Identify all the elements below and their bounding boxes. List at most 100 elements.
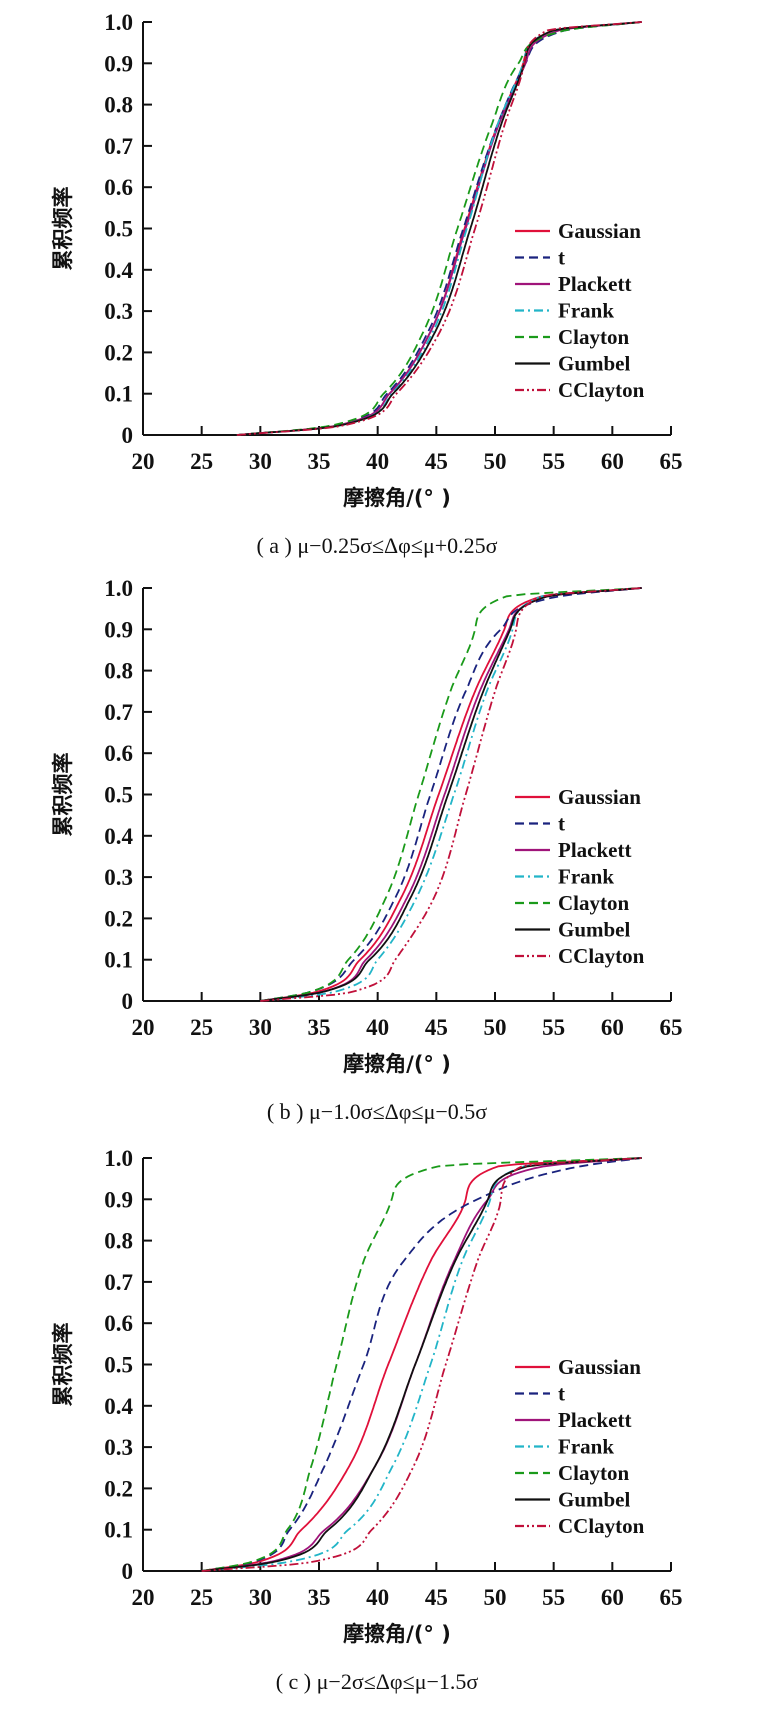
- y-tick-label: 0: [122, 423, 134, 448]
- series-line-frank: [201, 1157, 642, 1572]
- series-line-t: [260, 587, 642, 1002]
- y-tick-label: 0.8: [104, 93, 133, 118]
- chart-b-svg: 20 25 30 35 40 45 50 55 60 65 0 0.1 0.2 0.3 0.4 0.5 0.6 0…: [51, 576, 683, 1124]
- x-tick-label: 60: [601, 1585, 624, 1610]
- series-line-frank: [260, 587, 642, 1002]
- series-line-gumbel: [201, 1157, 642, 1572]
- x-tick-label: 45: [425, 1585, 448, 1610]
- x-tick-label: 40: [366, 1015, 389, 1040]
- chart-caption: ( b ) μ−1.0σ≤Δφ≤μ−0.5σ: [267, 1099, 487, 1124]
- x-tick-label: 60: [601, 449, 624, 474]
- chart-caption: ( a ) μ−0.25σ≤Δφ≤μ+0.25σ: [256, 533, 497, 558]
- y-tick-label: 0.5: [104, 1353, 133, 1378]
- y-tick-label: 1.0: [104, 10, 133, 35]
- legend-item-gumbel: Gumbel: [515, 352, 631, 376]
- y-tick-label: 0.2: [104, 340, 133, 365]
- y-tick-label: 1.0: [104, 576, 133, 601]
- x-tick-label: 55: [542, 1015, 565, 1040]
- y-axis-title: 累积频率: [51, 1323, 75, 1407]
- legend-item-frank: Frank: [515, 865, 614, 889]
- legend-item-clayton: Clayton: [515, 1461, 629, 1485]
- x-tick-label: 50: [484, 1585, 507, 1610]
- x-tick-label: 40: [366, 1585, 389, 1610]
- series-line-gumbel: [236, 21, 642, 436]
- series-line-gumbel: [260, 587, 642, 1002]
- legend-label: CClayton: [558, 944, 645, 968]
- y-tick-label: 1.0: [104, 1146, 133, 1171]
- legend-item-cclayton: CClayton: [515, 378, 645, 402]
- legend-label: CClayton: [558, 1514, 645, 1538]
- x-tick-label: 20: [132, 1585, 155, 1610]
- y-axis-title: 累积频率: [51, 753, 75, 837]
- series-line-cclayton: [201, 1157, 642, 1572]
- legend-label: Frank: [558, 299, 614, 323]
- series-line-cclayton: [260, 587, 642, 1002]
- y-tick-label: 0.7: [104, 1270, 133, 1295]
- x-tick-label: 40: [366, 449, 389, 474]
- legend-item-plackett: Plackett: [515, 272, 631, 296]
- legend-label: Gumbel: [558, 352, 631, 376]
- series-line-clayton: [260, 587, 642, 1002]
- chart-a-svg: 20 25 30 35 40 45 50 55 60 65 0 0.1 0.2 0.3 0.4 0.5 0.6 0…: [51, 10, 683, 558]
- y-tick-label: 0.3: [104, 299, 133, 324]
- x-tick-label: 65: [660, 449, 683, 474]
- x-tick-label: 25: [190, 1015, 213, 1040]
- chart-panel-b: 20 25 30 35 40 45 50 55 60 65 0 0.1 0.2 0.3 0.4 0.5 0.6 0…: [0, 566, 760, 1132]
- x-tick-label: 45: [425, 449, 448, 474]
- series-line-plackett: [260, 587, 642, 1002]
- y-tick-label: 0.4: [104, 824, 133, 849]
- y-tick-label: 0.5: [104, 217, 133, 242]
- series-line-t: [201, 1157, 642, 1572]
- x-axis-title: 摩擦角/(° ): [343, 486, 451, 510]
- chart-caption: ( c ) μ−2σ≤Δφ≤μ−1.5σ: [276, 1669, 479, 1694]
- legend-item-cclayton: CClayton: [515, 1514, 645, 1538]
- y-tick-label: 0: [122, 989, 134, 1014]
- legend-item-clayton: Clayton: [515, 325, 629, 349]
- legend-item-clayton: Clayton: [515, 891, 629, 915]
- series-line-cclayton: [236, 21, 642, 436]
- y-tick-label: 0.1: [104, 948, 133, 973]
- legend-item-gaussian: Gaussian: [515, 219, 641, 243]
- chart-c-svg: 20 25 30 35 40 45 50 55 60 65 0 0.1 0.2 0.3 0.4 0.5 0.6 0…: [51, 1146, 683, 1694]
- legend-label: Gumbel: [558, 1488, 631, 1512]
- y-tick-label: 0.6: [104, 1311, 133, 1336]
- x-tick-label: 35: [308, 1585, 331, 1610]
- x-tick-label: 50: [484, 449, 507, 474]
- y-tick-label: 0.3: [104, 865, 133, 890]
- legend-label: t: [558, 812, 565, 836]
- legend-label: Plackett: [558, 272, 631, 296]
- y-tick-label: 0.8: [104, 1229, 133, 1254]
- x-axis-title: 摩擦角/(° ): [343, 1622, 451, 1646]
- legend-item-gumbel: Gumbel: [515, 1488, 631, 1512]
- y-tick-label: 0.3: [104, 1435, 133, 1460]
- x-tick-label: 20: [132, 449, 155, 474]
- legend-label: t: [558, 1382, 565, 1406]
- legend-label: Frank: [558, 865, 614, 889]
- y-tick-label: 0.5: [104, 783, 133, 808]
- legend-item-t: t: [515, 812, 565, 836]
- legend-item-frank: Frank: [515, 1435, 614, 1459]
- x-tick-label: 20: [132, 1015, 155, 1040]
- legend-item-gumbel: Gumbel: [515, 918, 631, 942]
- y-tick-label: 0.2: [104, 906, 133, 931]
- y-tick-label: 0.7: [104, 700, 133, 725]
- legend-item-t: t: [515, 1382, 565, 1406]
- y-axis-title: 累积频率: [51, 187, 75, 271]
- legend-label: Plackett: [558, 838, 631, 862]
- series-line-plackett: [236, 21, 642, 436]
- chart-panel-c: 20 25 30 35 40 45 50 55 60 65 0 0.1 0.2 0.3 0.4 0.5 0.6 0…: [0, 1136, 760, 1702]
- x-tick-label: 55: [542, 1585, 565, 1610]
- x-tick-label: 25: [190, 1585, 213, 1610]
- legend-label: t: [558, 246, 565, 270]
- x-tick-label: 35: [308, 449, 331, 474]
- x-tick-label: 65: [660, 1015, 683, 1040]
- y-tick-label: 0.9: [104, 51, 133, 76]
- x-tick-label: 30: [249, 1015, 272, 1040]
- legend-label: Gumbel: [558, 918, 631, 942]
- y-tick-label: 0.8: [104, 659, 133, 684]
- x-tick-label: 45: [425, 1015, 448, 1040]
- chart-panel-a: 20 25 30 35 40 45 50 55 60 65 0 0.1 0.2 0.3 0.4 0.5 0.6 0…: [0, 0, 760, 566]
- legend-item-gaussian: Gaussian: [515, 1355, 641, 1379]
- legend-label: Gaussian: [558, 219, 641, 243]
- x-axis-title: 摩擦角/(° ): [343, 1052, 451, 1076]
